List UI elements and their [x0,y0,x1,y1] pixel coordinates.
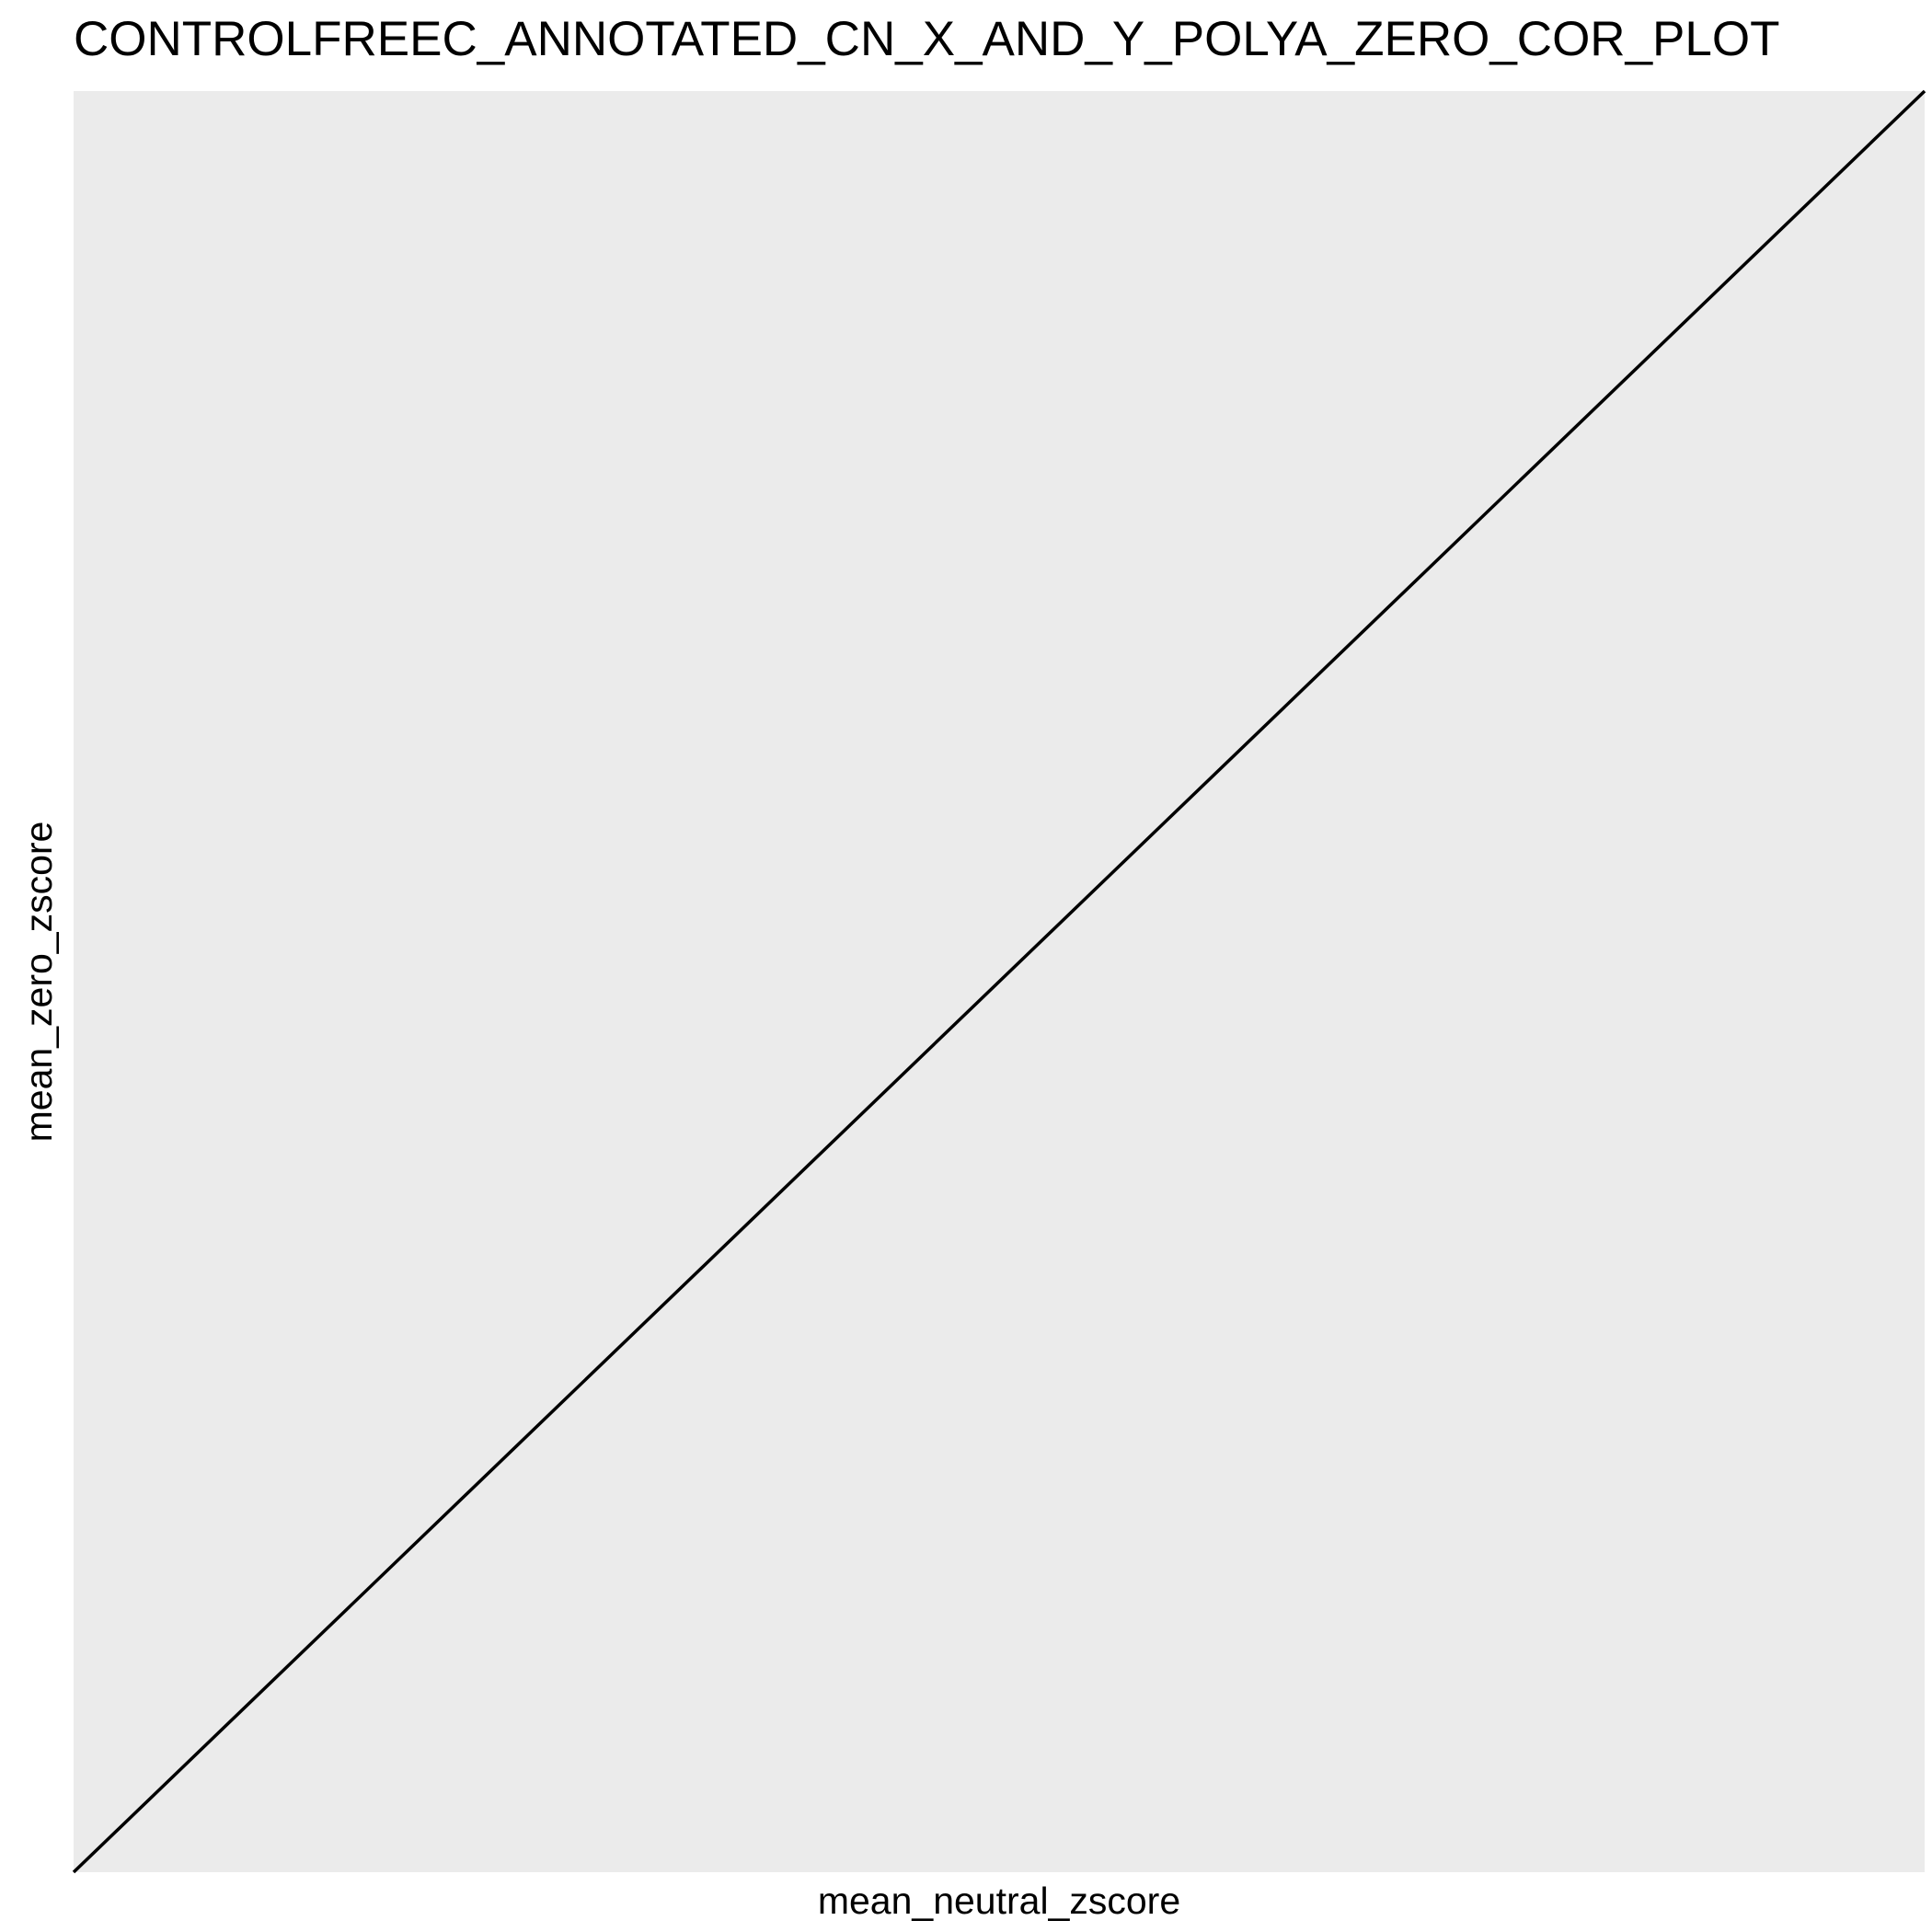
y-axis-label: mean_zero_zscore [17,822,60,1143]
x-axis-label: mean_neutral_zscore [818,1880,1180,1922]
chart-title: CONTROLFREEC_ANNOTATED_CN_X_AND_Y_POLYA_… [74,12,1779,66]
reference-line-0 [72,89,1926,1874]
plot-marks [72,89,1926,1874]
